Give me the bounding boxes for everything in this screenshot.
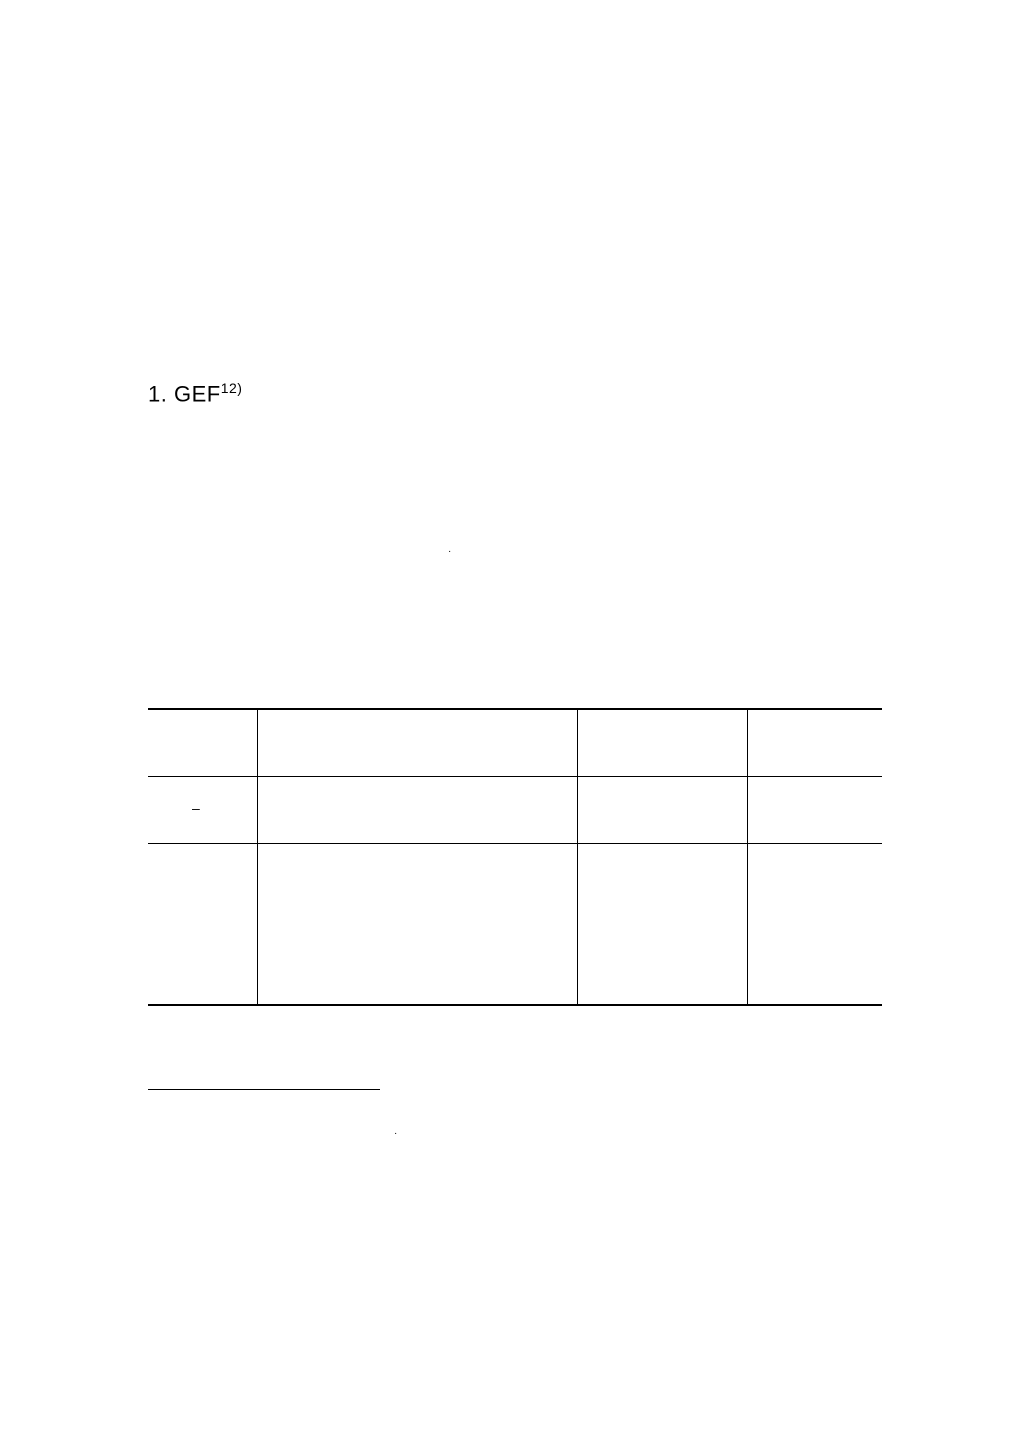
table-cell: [748, 844, 882, 1004]
heading-text: GEF: [174, 381, 221, 406]
table-cell: [258, 710, 578, 776]
heading-number: 1.: [148, 381, 167, 406]
table-cell: [578, 844, 748, 1004]
table-cell: [748, 777, 882, 843]
footnote-dot: ·: [394, 1128, 397, 1139]
table-row: [148, 777, 882, 843]
body-dot: ·: [448, 546, 451, 557]
table-row: [148, 844, 882, 1004]
data-table: [148, 708, 882, 1006]
table-cell: [748, 710, 882, 776]
table-cell: [258, 844, 578, 1004]
table-cell: [258, 777, 578, 843]
footnote-separator: [148, 1089, 380, 1090]
heading-superscript: 12): [221, 380, 243, 396]
table-cell: [148, 777, 258, 843]
table-bottom-rule: [148, 1004, 882, 1006]
table-cell: [148, 710, 258, 776]
table-cell: [148, 844, 258, 1004]
table-dash: –: [192, 800, 200, 816]
table-cell: [578, 777, 748, 843]
table-cell: [578, 710, 748, 776]
table-row: [148, 710, 882, 776]
section-heading: 1. GEF12): [148, 380, 242, 407]
